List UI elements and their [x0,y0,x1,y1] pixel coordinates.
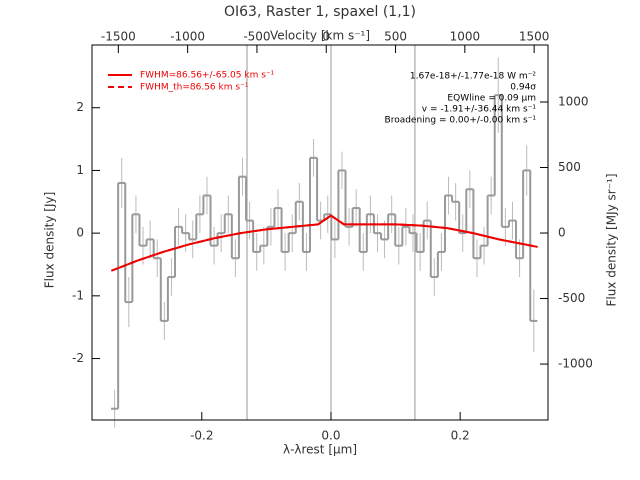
x-tick-label: -0.2 [190,429,213,443]
legend-label: FWHM_th=86.56 km s⁻¹ [140,83,249,93]
y-tick-label: 1 [76,163,84,177]
x2-tick-label: -1500 [101,30,136,44]
x2-tick-label: -1000 [170,30,205,44]
x2-axis-label: Velocity [km s⁻¹] [270,29,370,43]
y2-tick-label: 0 [558,226,566,240]
annotation: v = -1.91+/-36.44 km s⁻¹ [422,105,537,115]
y-tick-label: -2 [72,351,84,365]
legend-label: FWHM=86.56+/-65.05 km s⁻¹ [140,71,275,81]
y2-tick-label: 500 [558,160,581,174]
y-tick-label: -1 [72,288,84,302]
x2-tick-label: 1000 [450,30,481,44]
annotation: 1.67e-18+/-1.77e-18 W m⁻² [410,72,537,82]
y-tick-label: 2 [76,100,84,114]
fit-line [111,214,538,272]
annotation: Broadening = 0.00+/-0.00 km s⁻¹ [385,116,537,126]
y-tick-label: 0 [76,226,84,240]
plot-frame [91,44,549,421]
x-tick-label: 0.0 [321,429,340,443]
y2-tick-label: -1000 [558,357,593,371]
y2-axis-label: Flux density [MJy sr⁻¹] [605,173,619,306]
y2-tick-label: 1000 [558,94,589,108]
x-axis-label: λ-λrest [μm] [283,443,357,457]
y-axis-label: Flux density [Jy] [43,192,57,289]
x2-tick-label: 1500 [519,30,550,44]
x-tick-label: 0.2 [451,429,470,443]
chart-title: OI63, Raster 1, spaxel (1,1) [224,4,416,20]
x2-tick-label: -500 [243,30,270,44]
x2-tick-label: 500 [384,30,407,44]
annotation: 0.94σ [510,83,536,93]
y2-tick-label: -500 [558,291,585,305]
annotation: EQWline = 0.09 μm [447,94,536,104]
x2-tick-label: 0 [322,30,330,44]
